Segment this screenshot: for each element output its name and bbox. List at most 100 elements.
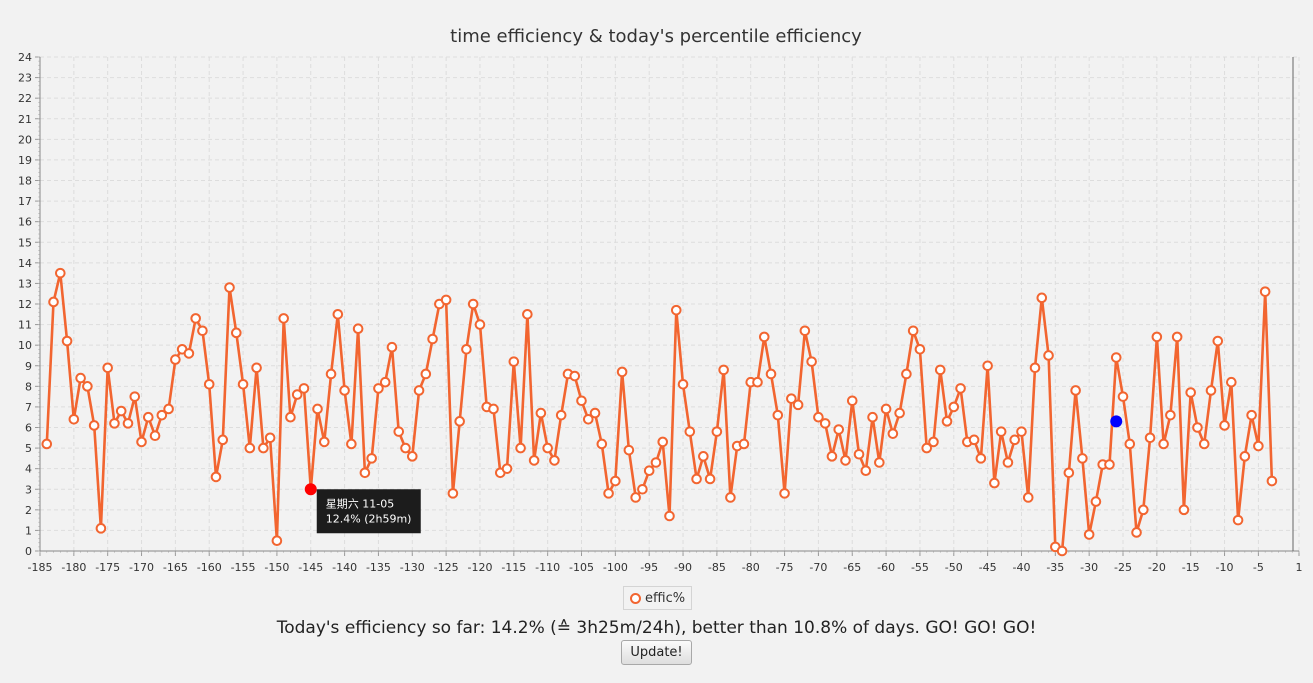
y-tick-label: 18	[18, 175, 32, 188]
x-tick-label: -145	[298, 561, 323, 574]
x-tick-label: -40	[1012, 561, 1030, 574]
data-point	[894, 407, 905, 419]
y-tick-label: 22	[18, 92, 32, 105]
chart-legend[interactable]: effic%	[623, 586, 693, 610]
data-point	[373, 383, 384, 394]
y-tick-label: 11	[18, 319, 32, 332]
data-point	[115, 405, 127, 417]
x-tick-label: -170	[129, 561, 154, 574]
data-point	[535, 407, 547, 419]
data-point	[1185, 387, 1196, 398]
data-point	[752, 376, 763, 388]
data-point	[616, 366, 628, 378]
legend-circle-icon	[630, 592, 641, 604]
x-tick-label: -45	[979, 561, 997, 574]
data-point	[901, 368, 912, 380]
data-point	[210, 471, 222, 483]
data-point	[623, 444, 635, 456]
data-point	[170, 354, 181, 365]
data-point	[867, 411, 878, 423]
data-point	[603, 488, 614, 499]
data-point	[738, 438, 750, 450]
data-point	[1266, 475, 1278, 487]
data-point	[136, 436, 147, 448]
data-point	[576, 395, 587, 407]
x-tick-label: -50	[945, 561, 963, 574]
data-point	[1212, 335, 1224, 347]
data-point	[190, 313, 201, 324]
y-tick-label: 10	[18, 339, 32, 352]
data-point	[143, 411, 154, 423]
data-point	[230, 327, 242, 339]
data-point	[887, 428, 899, 439]
data-point	[1253, 440, 1264, 452]
x-tick-label: -30	[1080, 561, 1098, 574]
data-point	[758, 331, 770, 343]
data-point	[163, 403, 174, 415]
data-point	[68, 413, 80, 425]
data-point	[1205, 385, 1217, 396]
data-point	[400, 442, 411, 454]
data-point	[197, 325, 208, 337]
data-point	[1016, 426, 1027, 437]
data-point	[1158, 438, 1169, 450]
data-point	[1002, 457, 1014, 468]
efficiency-status-text: Today's efficiency so far: 14.2% (≙ 3h25…	[276, 618, 1037, 638]
chart-title: time efficiency & today's percentile eff…	[450, 26, 862, 47]
data-point	[860, 465, 872, 477]
x-tick-label: -20	[1148, 561, 1166, 574]
data-point	[427, 333, 438, 345]
data-point	[48, 296, 59, 308]
data-point	[1239, 451, 1251, 462]
x-tick-label: -85	[708, 561, 726, 574]
data-point	[772, 409, 784, 421]
x-tick-label: -5	[1253, 561, 1264, 574]
y-tick-label: 7	[25, 401, 32, 414]
y-tick-label: 6	[25, 422, 32, 435]
data-point	[82, 381, 93, 392]
data-point	[989, 477, 1000, 489]
data-point	[846, 395, 858, 407]
x-tick-label: -100	[603, 561, 628, 574]
y-tick-label: 9	[25, 360, 32, 373]
data-point	[907, 325, 919, 337]
x-tick-label: -135	[366, 561, 391, 574]
data-point	[61, 335, 73, 347]
data-point	[217, 434, 229, 446]
data-point	[1029, 362, 1041, 374]
data-point	[555, 409, 567, 421]
y-tick-label: 1	[25, 524, 32, 537]
x-tick-label: -105	[569, 561, 594, 574]
data-point	[813, 411, 824, 423]
data-point	[1110, 352, 1122, 363]
data-point	[203, 378, 215, 390]
y-tick-label: 12	[18, 298, 32, 311]
x-tick-label: -115	[501, 561, 526, 574]
y-tick-label: 21	[18, 113, 32, 126]
y-tick-label: 14	[18, 257, 32, 270]
data-point	[840, 455, 851, 466]
y-tick-label: 15	[18, 236, 32, 249]
data-point	[122, 418, 134, 429]
data-point	[1178, 504, 1190, 516]
series-line	[45, 271, 1274, 553]
y-tick-label: 20	[18, 133, 32, 146]
data-point	[765, 368, 777, 380]
data-point	[318, 436, 330, 448]
update-button[interactable]: Update!	[621, 640, 692, 665]
data-point	[934, 364, 946, 376]
data-point	[1022, 492, 1034, 503]
data-point	[325, 368, 337, 380]
data-point	[1056, 545, 1068, 557]
data-point	[454, 416, 465, 427]
data-point	[853, 448, 865, 460]
y-tick-label: 24	[18, 51, 32, 64]
x-tick-label: -150	[264, 561, 289, 574]
y-tick-label: 3	[25, 483, 32, 496]
data-point	[406, 451, 418, 462]
y-tick-label: 13	[18, 277, 32, 290]
data-point	[1232, 514, 1244, 526]
x-tick-label: -10	[1216, 561, 1234, 574]
data-point	[826, 451, 838, 462]
